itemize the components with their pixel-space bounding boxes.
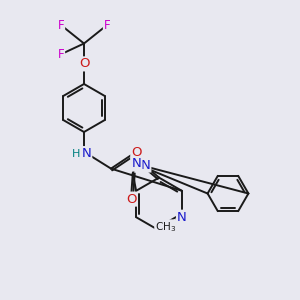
Text: F: F (58, 47, 64, 61)
Text: CH$_3$: CH$_3$ (155, 220, 176, 234)
Text: F: F (104, 19, 110, 32)
Text: H: H (71, 148, 80, 159)
Text: O: O (131, 146, 142, 159)
Text: O: O (126, 193, 136, 206)
Text: O: O (79, 57, 89, 70)
Text: F: F (58, 19, 64, 32)
Text: N: N (141, 158, 150, 172)
Text: N: N (82, 147, 91, 160)
Text: N: N (177, 211, 187, 224)
Text: N: N (132, 158, 141, 170)
